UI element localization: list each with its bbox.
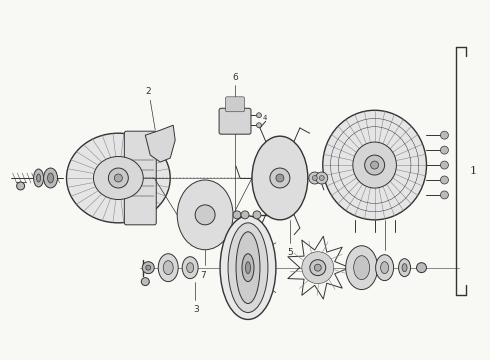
Circle shape xyxy=(276,174,284,182)
Circle shape xyxy=(441,146,448,154)
Ellipse shape xyxy=(228,223,268,312)
Circle shape xyxy=(441,176,448,184)
Text: 4: 4 xyxy=(263,115,268,121)
Circle shape xyxy=(241,211,249,219)
Ellipse shape xyxy=(94,157,143,199)
Ellipse shape xyxy=(44,168,57,188)
FancyBboxPatch shape xyxy=(124,131,156,225)
Circle shape xyxy=(370,161,379,169)
Circle shape xyxy=(141,278,149,285)
Text: 5: 5 xyxy=(287,248,293,257)
Text: 3: 3 xyxy=(193,305,199,314)
Circle shape xyxy=(365,155,385,175)
Circle shape xyxy=(310,260,326,276)
Ellipse shape xyxy=(353,142,396,188)
Circle shape xyxy=(316,172,328,184)
Text: 1: 1 xyxy=(470,166,477,176)
Circle shape xyxy=(441,191,448,199)
Ellipse shape xyxy=(177,180,233,250)
Text: 6: 6 xyxy=(232,73,238,82)
Text: 4: 4 xyxy=(377,257,382,266)
Ellipse shape xyxy=(323,110,426,220)
Ellipse shape xyxy=(381,262,389,274)
Ellipse shape xyxy=(187,263,194,273)
FancyBboxPatch shape xyxy=(225,97,245,112)
Circle shape xyxy=(314,264,321,271)
FancyBboxPatch shape xyxy=(219,108,251,134)
Circle shape xyxy=(312,176,318,180)
Text: 7: 7 xyxy=(200,271,206,280)
Ellipse shape xyxy=(346,246,378,289)
Circle shape xyxy=(142,262,154,274)
Circle shape xyxy=(416,263,426,273)
Circle shape xyxy=(108,168,128,188)
Ellipse shape xyxy=(182,257,198,279)
Circle shape xyxy=(302,252,334,284)
Circle shape xyxy=(270,168,290,188)
Text: 2: 2 xyxy=(146,87,151,96)
Ellipse shape xyxy=(354,256,369,280)
Circle shape xyxy=(114,174,122,182)
Circle shape xyxy=(256,123,262,128)
Circle shape xyxy=(256,113,262,118)
Ellipse shape xyxy=(163,261,173,275)
Circle shape xyxy=(441,161,448,169)
Ellipse shape xyxy=(34,169,44,187)
Polygon shape xyxy=(145,125,175,162)
Circle shape xyxy=(233,211,241,219)
Ellipse shape xyxy=(158,254,178,282)
Ellipse shape xyxy=(236,232,260,303)
Circle shape xyxy=(319,176,324,180)
Ellipse shape xyxy=(220,216,276,319)
Ellipse shape xyxy=(37,174,41,182)
Circle shape xyxy=(195,205,215,225)
Circle shape xyxy=(253,211,261,219)
Circle shape xyxy=(146,265,151,270)
Ellipse shape xyxy=(242,254,254,282)
Ellipse shape xyxy=(402,264,407,272)
Ellipse shape xyxy=(245,262,250,274)
Ellipse shape xyxy=(376,255,393,280)
Circle shape xyxy=(309,172,321,184)
Ellipse shape xyxy=(67,133,170,223)
Ellipse shape xyxy=(48,173,53,183)
Circle shape xyxy=(17,182,24,190)
Ellipse shape xyxy=(398,259,411,276)
Ellipse shape xyxy=(252,136,308,220)
Circle shape xyxy=(441,131,448,139)
